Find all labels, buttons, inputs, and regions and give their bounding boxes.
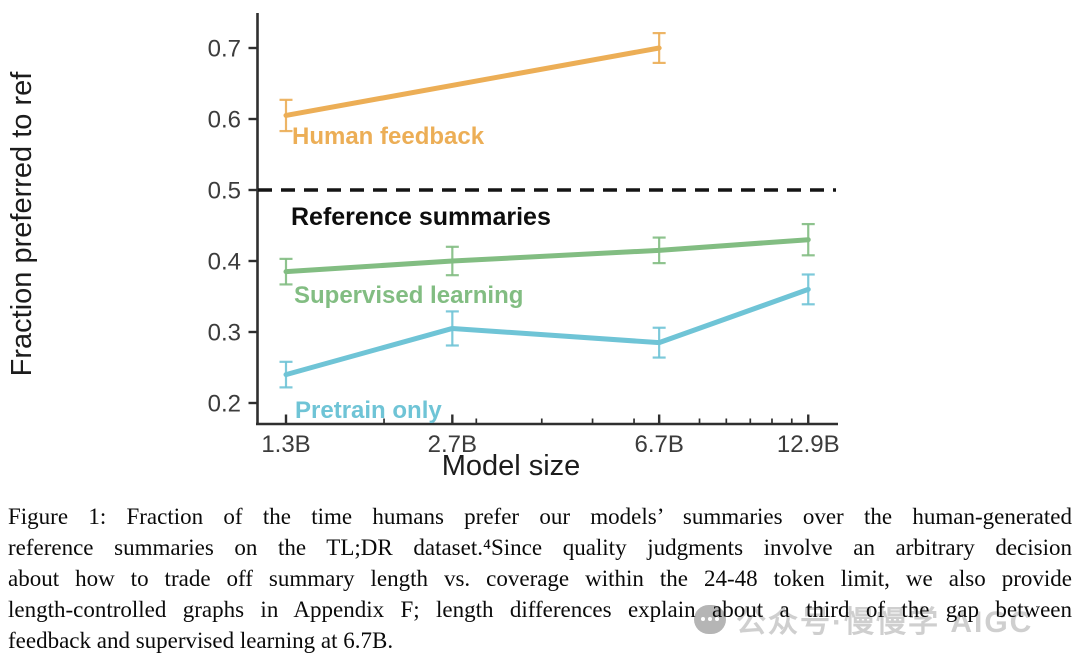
series-label-pretrain-only: Pretrain only	[295, 397, 442, 424]
figure-caption: Figure 1: Fraction of the time humans pr…	[8, 501, 1072, 656]
svg-text:0.4: 0.4	[208, 249, 241, 276]
watermark-text: 公众号·慢慢学 AIGC	[736, 606, 1034, 639]
axes: 0.2 0.3 0.4 0.5 0.6 0.7 1.3B 2.7B 6.7B 12.9B	[208, 13, 840, 458]
caption-line: reference summaries on the TL;DR dataset…	[8, 535, 1072, 560]
series-2	[279, 273, 815, 389]
caption-line: Figure 1: Fraction of the time humans pr…	[8, 504, 1072, 529]
svg-text:0.6: 0.6	[208, 107, 241, 134]
svg-text:6.7B: 6.7B	[634, 431, 683, 458]
svg-text:2.7B: 2.7B	[428, 431, 477, 458]
reference-line-label: Reference summaries	[291, 203, 551, 231]
svg-text:0.3: 0.3	[208, 320, 241, 347]
chat-bubble-icon	[694, 604, 726, 634]
svg-text:0.5: 0.5	[208, 178, 241, 205]
svg-text:12.9B: 12.9B	[777, 431, 840, 458]
svg-text:0.2: 0.2	[208, 391, 241, 418]
series-label-human-feedback: Human feedback	[292, 123, 485, 150]
caption-line: feedback and supervised learning at 6.7B…	[8, 628, 394, 653]
svg-text:0.7: 0.7	[208, 36, 241, 63]
watermark: 公众号·慢慢学 AIGC	[694, 597, 1033, 641]
series-1	[279, 222, 815, 286]
series-label-supervised-learning: Supervised learning	[294, 282, 524, 309]
summary-preference-line-chart: 0.2 0.3 0.4 0.5 0.6 0.7 1.3B 2.7B 6.7B 12.9B	[208, 13, 840, 458]
series-0	[279, 31, 666, 133]
y-axis-title: Fraction preferred to ref	[6, 71, 38, 377]
caption-line: about how to trade off summary length vs…	[8, 566, 1072, 591]
caption-line: length-controlled graphs in Appendix F; …	[8, 597, 1072, 622]
svg-text:1.3B: 1.3B	[261, 431, 310, 458]
x-axis-title: Model size	[441, 450, 581, 482]
